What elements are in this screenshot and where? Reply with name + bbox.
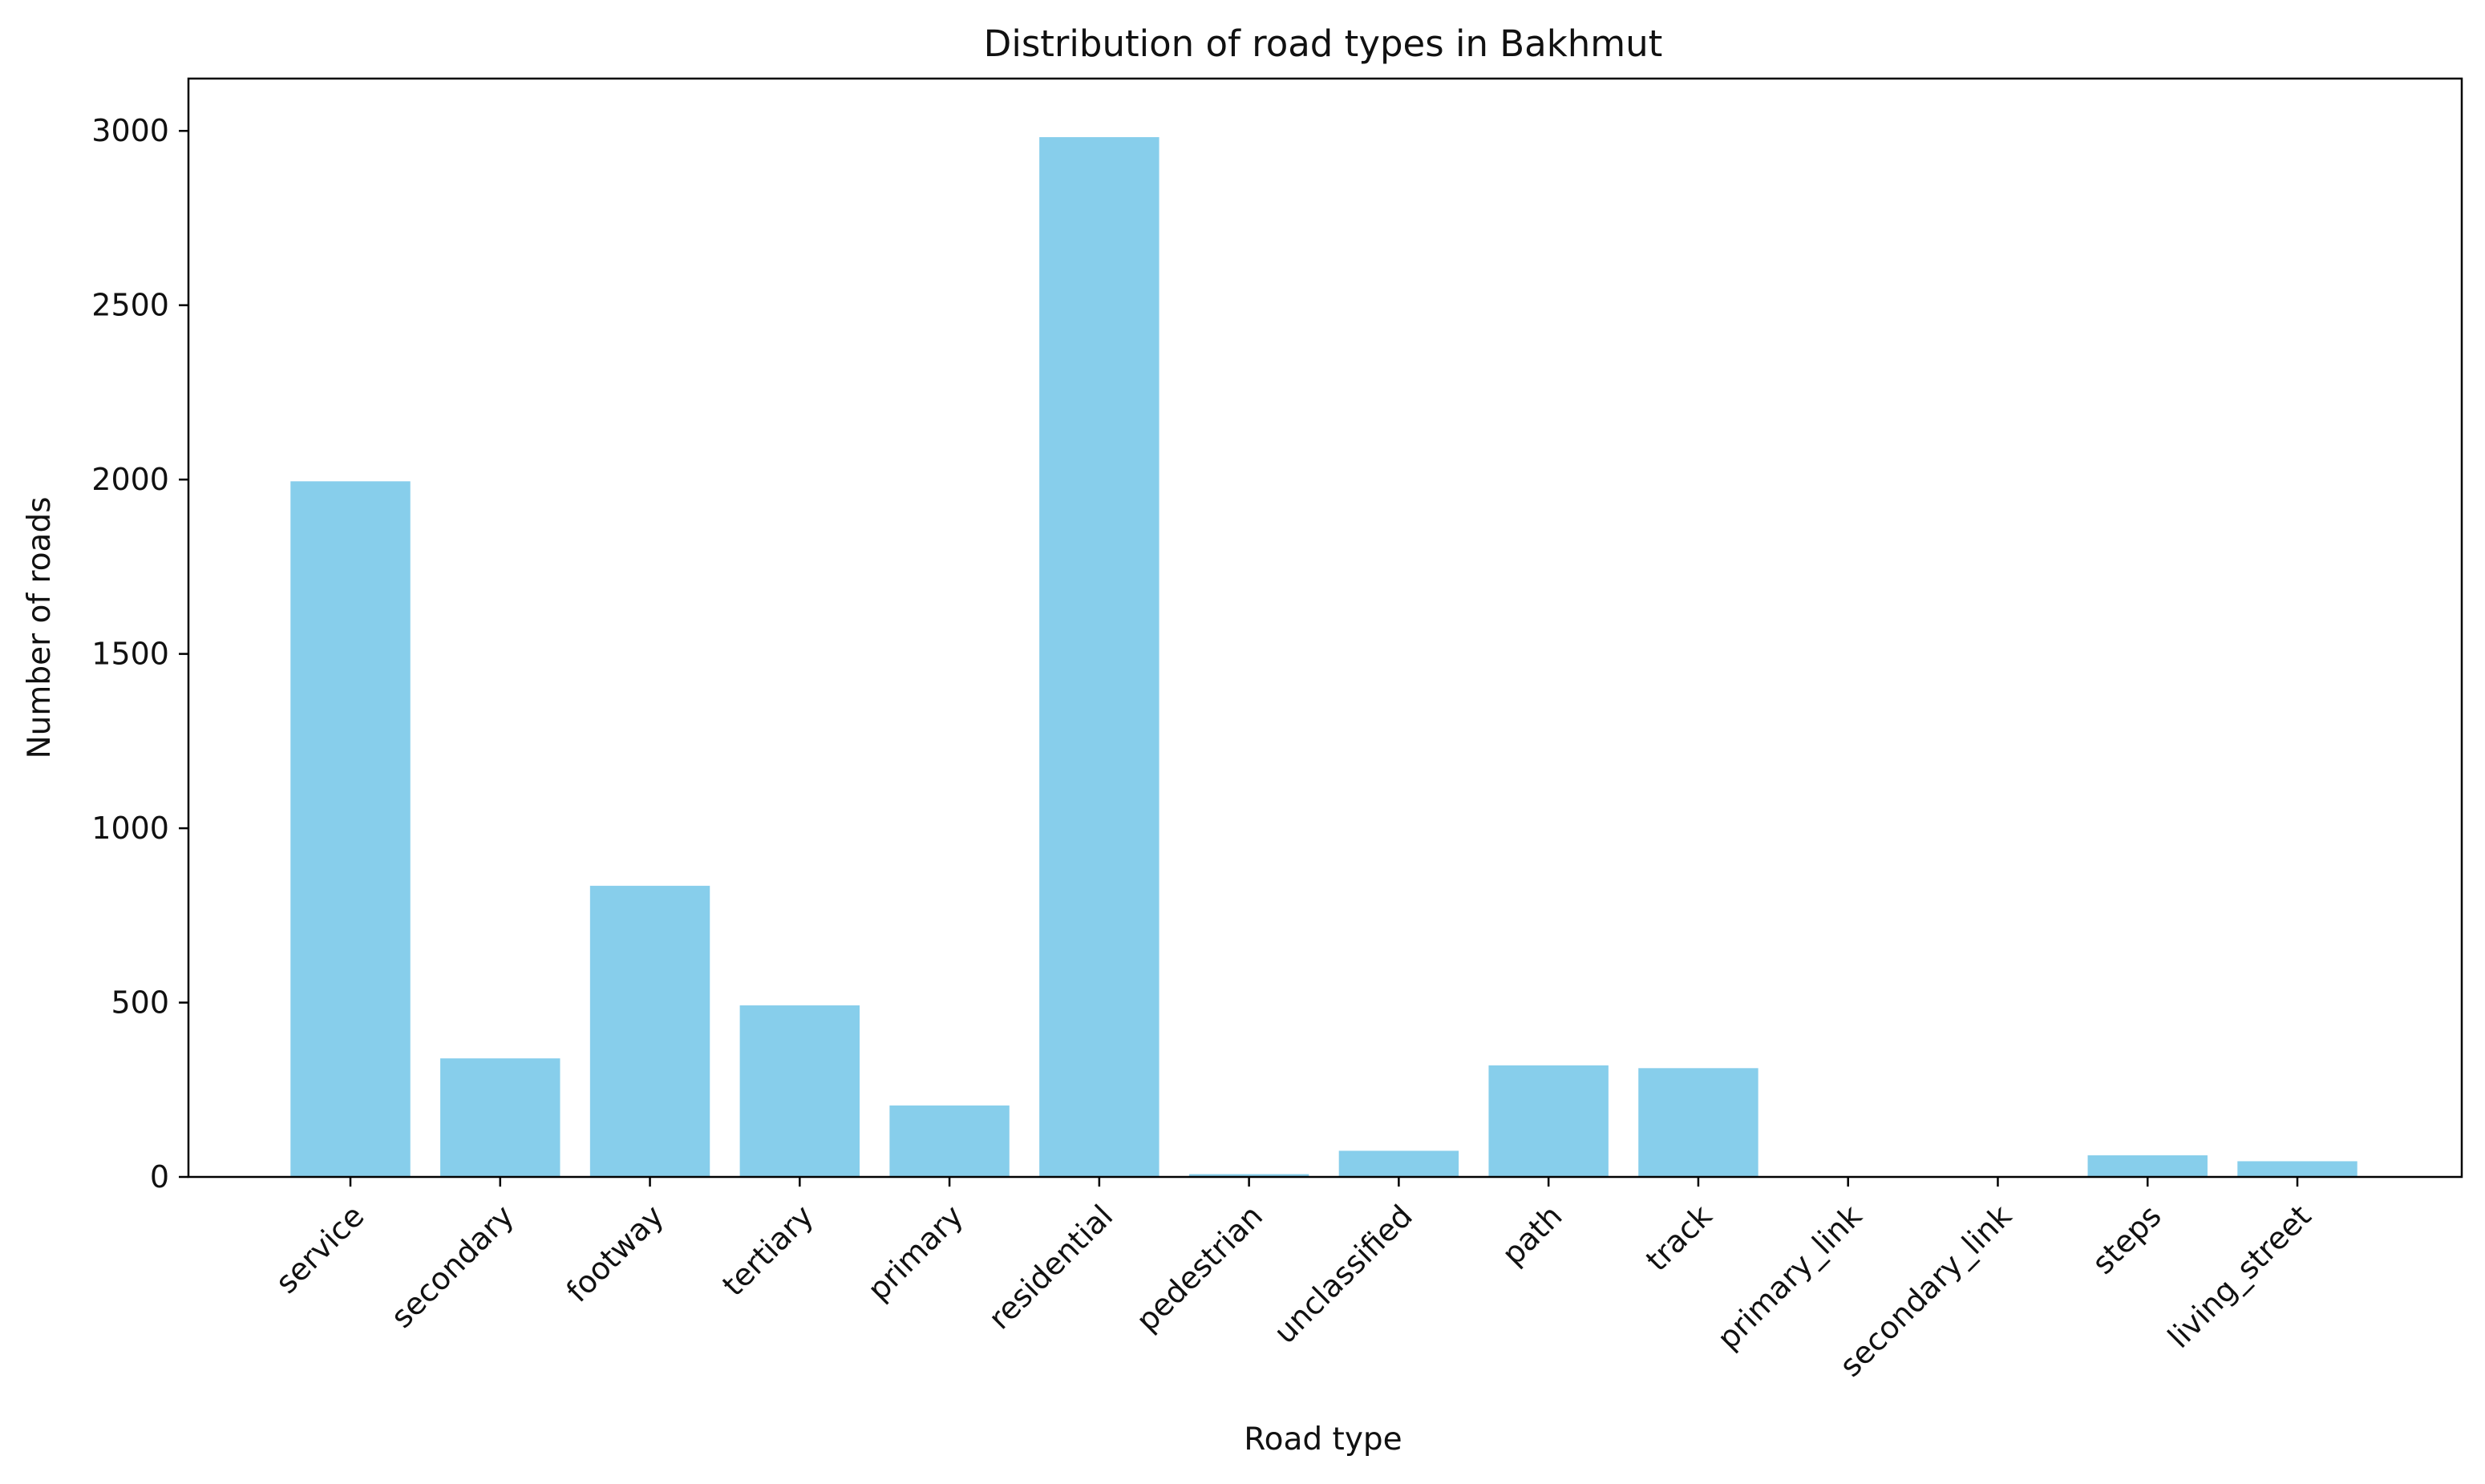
- y-axis-label: Number of roads: [22, 496, 58, 758]
- x-axis-label: Road type: [1244, 1421, 1402, 1458]
- chart-title: Distribution of road types in Bakhmut: [984, 22, 1663, 65]
- bar-residential: [1039, 137, 1160, 1178]
- bar-secondary: [440, 1058, 561, 1177]
- y-tick-label-0: 0: [150, 1159, 169, 1195]
- bar-living-street: [2237, 1161, 2358, 1177]
- y-tick-label-2500: 2500: [91, 288, 169, 323]
- y-tick-label-1000: 1000: [91, 811, 169, 846]
- y-tick-label-500: 500: [111, 985, 169, 1021]
- bar-pedestrian: [1188, 1174, 1309, 1177]
- bar-track: [1638, 1068, 1759, 1177]
- bar-path: [1488, 1065, 1609, 1177]
- y-tick-label-1500: 1500: [91, 637, 169, 672]
- bar-unclassified: [1338, 1150, 1459, 1177]
- bar-steps: [2087, 1155, 2208, 1177]
- y-tick-label-3000: 3000: [91, 113, 169, 148]
- bar-service: [290, 481, 411, 1177]
- bar-tertiary: [739, 1005, 860, 1177]
- bar-footway: [589, 885, 710, 1177]
- y-tick-label-2000: 2000: [91, 462, 169, 497]
- plot-frame: [187, 77, 2463, 1179]
- bar-primary: [889, 1105, 1010, 1177]
- bars-group: [290, 137, 2358, 1178]
- y-axis-ticks: 0 500 1000 1500 2000 2500 3000: [91, 113, 188, 1195]
